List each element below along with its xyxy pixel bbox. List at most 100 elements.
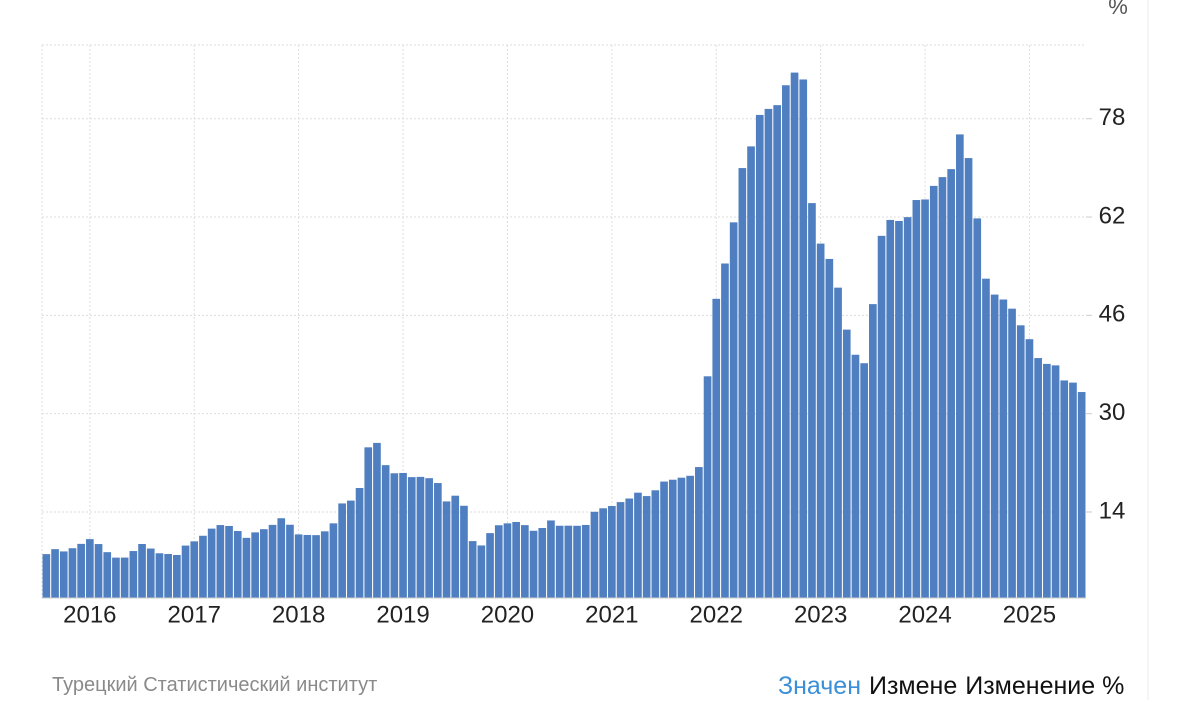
bar [695, 467, 703, 598]
x-tick-label: 2025 [1003, 601, 1056, 628]
bar [68, 548, 77, 598]
bar [1051, 365, 1060, 598]
bar [538, 528, 547, 598]
x-tick-label: 2020 [481, 601, 534, 628]
bar [755, 114, 764, 599]
bar [1043, 363, 1051, 598]
tab[interactable]: Измене [869, 672, 958, 700]
bar [451, 495, 460, 598]
bar [608, 506, 616, 598]
bar [529, 530, 538, 598]
bar [912, 200, 921, 598]
bar [799, 79, 808, 598]
bar [521, 525, 529, 598]
bar [573, 525, 581, 598]
x-tick-label: 2017 [168, 601, 221, 628]
bar [1077, 392, 1086, 598]
bar [990, 294, 999, 598]
y-tick-label: 62 [1099, 202, 1126, 229]
bar [903, 217, 912, 598]
bar [129, 551, 138, 598]
x-tick-label: 2023 [794, 601, 847, 628]
unit-label: % [1108, 0, 1128, 19]
tab[interactable]: Значен [778, 672, 861, 700]
bar [825, 258, 834, 598]
bar [512, 521, 520, 598]
bar [738, 168, 747, 598]
bar [729, 222, 738, 598]
bar [816, 243, 825, 598]
bar [494, 525, 503, 598]
bar [842, 329, 851, 598]
bar [42, 554, 51, 598]
bar [329, 523, 338, 598]
bar [477, 545, 486, 598]
y-tick-label: 30 [1099, 399, 1126, 426]
bar [468, 541, 477, 598]
bar [956, 134, 964, 598]
bar [425, 478, 433, 598]
bar [999, 299, 1008, 598]
bar [103, 552, 112, 598]
source: Турецкий Статистический институт [52, 674, 378, 696]
bar [1060, 380, 1069, 598]
bar [590, 511, 599, 598]
y-tick-label: 14 [1099, 497, 1126, 524]
bar [947, 169, 955, 598]
bar [355, 488, 364, 598]
bar [347, 500, 355, 598]
bar [294, 534, 303, 598]
bar [634, 492, 642, 598]
bar [460, 505, 468, 598]
bar [373, 442, 381, 598]
bar [86, 539, 94, 598]
bar [155, 553, 164, 598]
bar [138, 543, 146, 598]
bar [207, 528, 216, 598]
bar [173, 554, 181, 598]
bar [564, 525, 573, 598]
bar [895, 220, 903, 599]
bar [547, 520, 555, 598]
bar [312, 535, 320, 598]
bar [251, 532, 259, 598]
bar [233, 531, 242, 598]
bar [642, 496, 651, 598]
bar [686, 475, 694, 598]
bar [616, 502, 625, 598]
bar [869, 304, 877, 598]
bar [146, 548, 155, 598]
x-tick-label: 2021 [585, 601, 638, 628]
bar [1016, 325, 1025, 598]
bar [181, 545, 190, 598]
bar [303, 534, 312, 598]
x-tick-label: 2024 [898, 601, 951, 628]
bar [660, 481, 668, 598]
bar [973, 218, 982, 598]
bar [764, 108, 773, 598]
bar [886, 219, 895, 599]
bar [164, 554, 172, 598]
bar [651, 490, 660, 598]
bar [120, 557, 129, 598]
tab[interactable]: Изменение % [965, 672, 1125, 700]
bar [1034, 358, 1042, 598]
bar [94, 544, 103, 598]
bar [964, 158, 973, 598]
bar [199, 535, 207, 598]
bar [929, 185, 938, 599]
bar [364, 447, 373, 598]
bar [242, 537, 251, 598]
bar [721, 263, 729, 598]
bar [851, 354, 860, 598]
bar [625, 498, 634, 598]
bar [747, 146, 755, 598]
bar [938, 177, 947, 598]
bar [1025, 339, 1034, 598]
bar [434, 483, 442, 598]
bar [982, 278, 990, 598]
bar [877, 235, 886, 599]
bar [338, 503, 346, 598]
